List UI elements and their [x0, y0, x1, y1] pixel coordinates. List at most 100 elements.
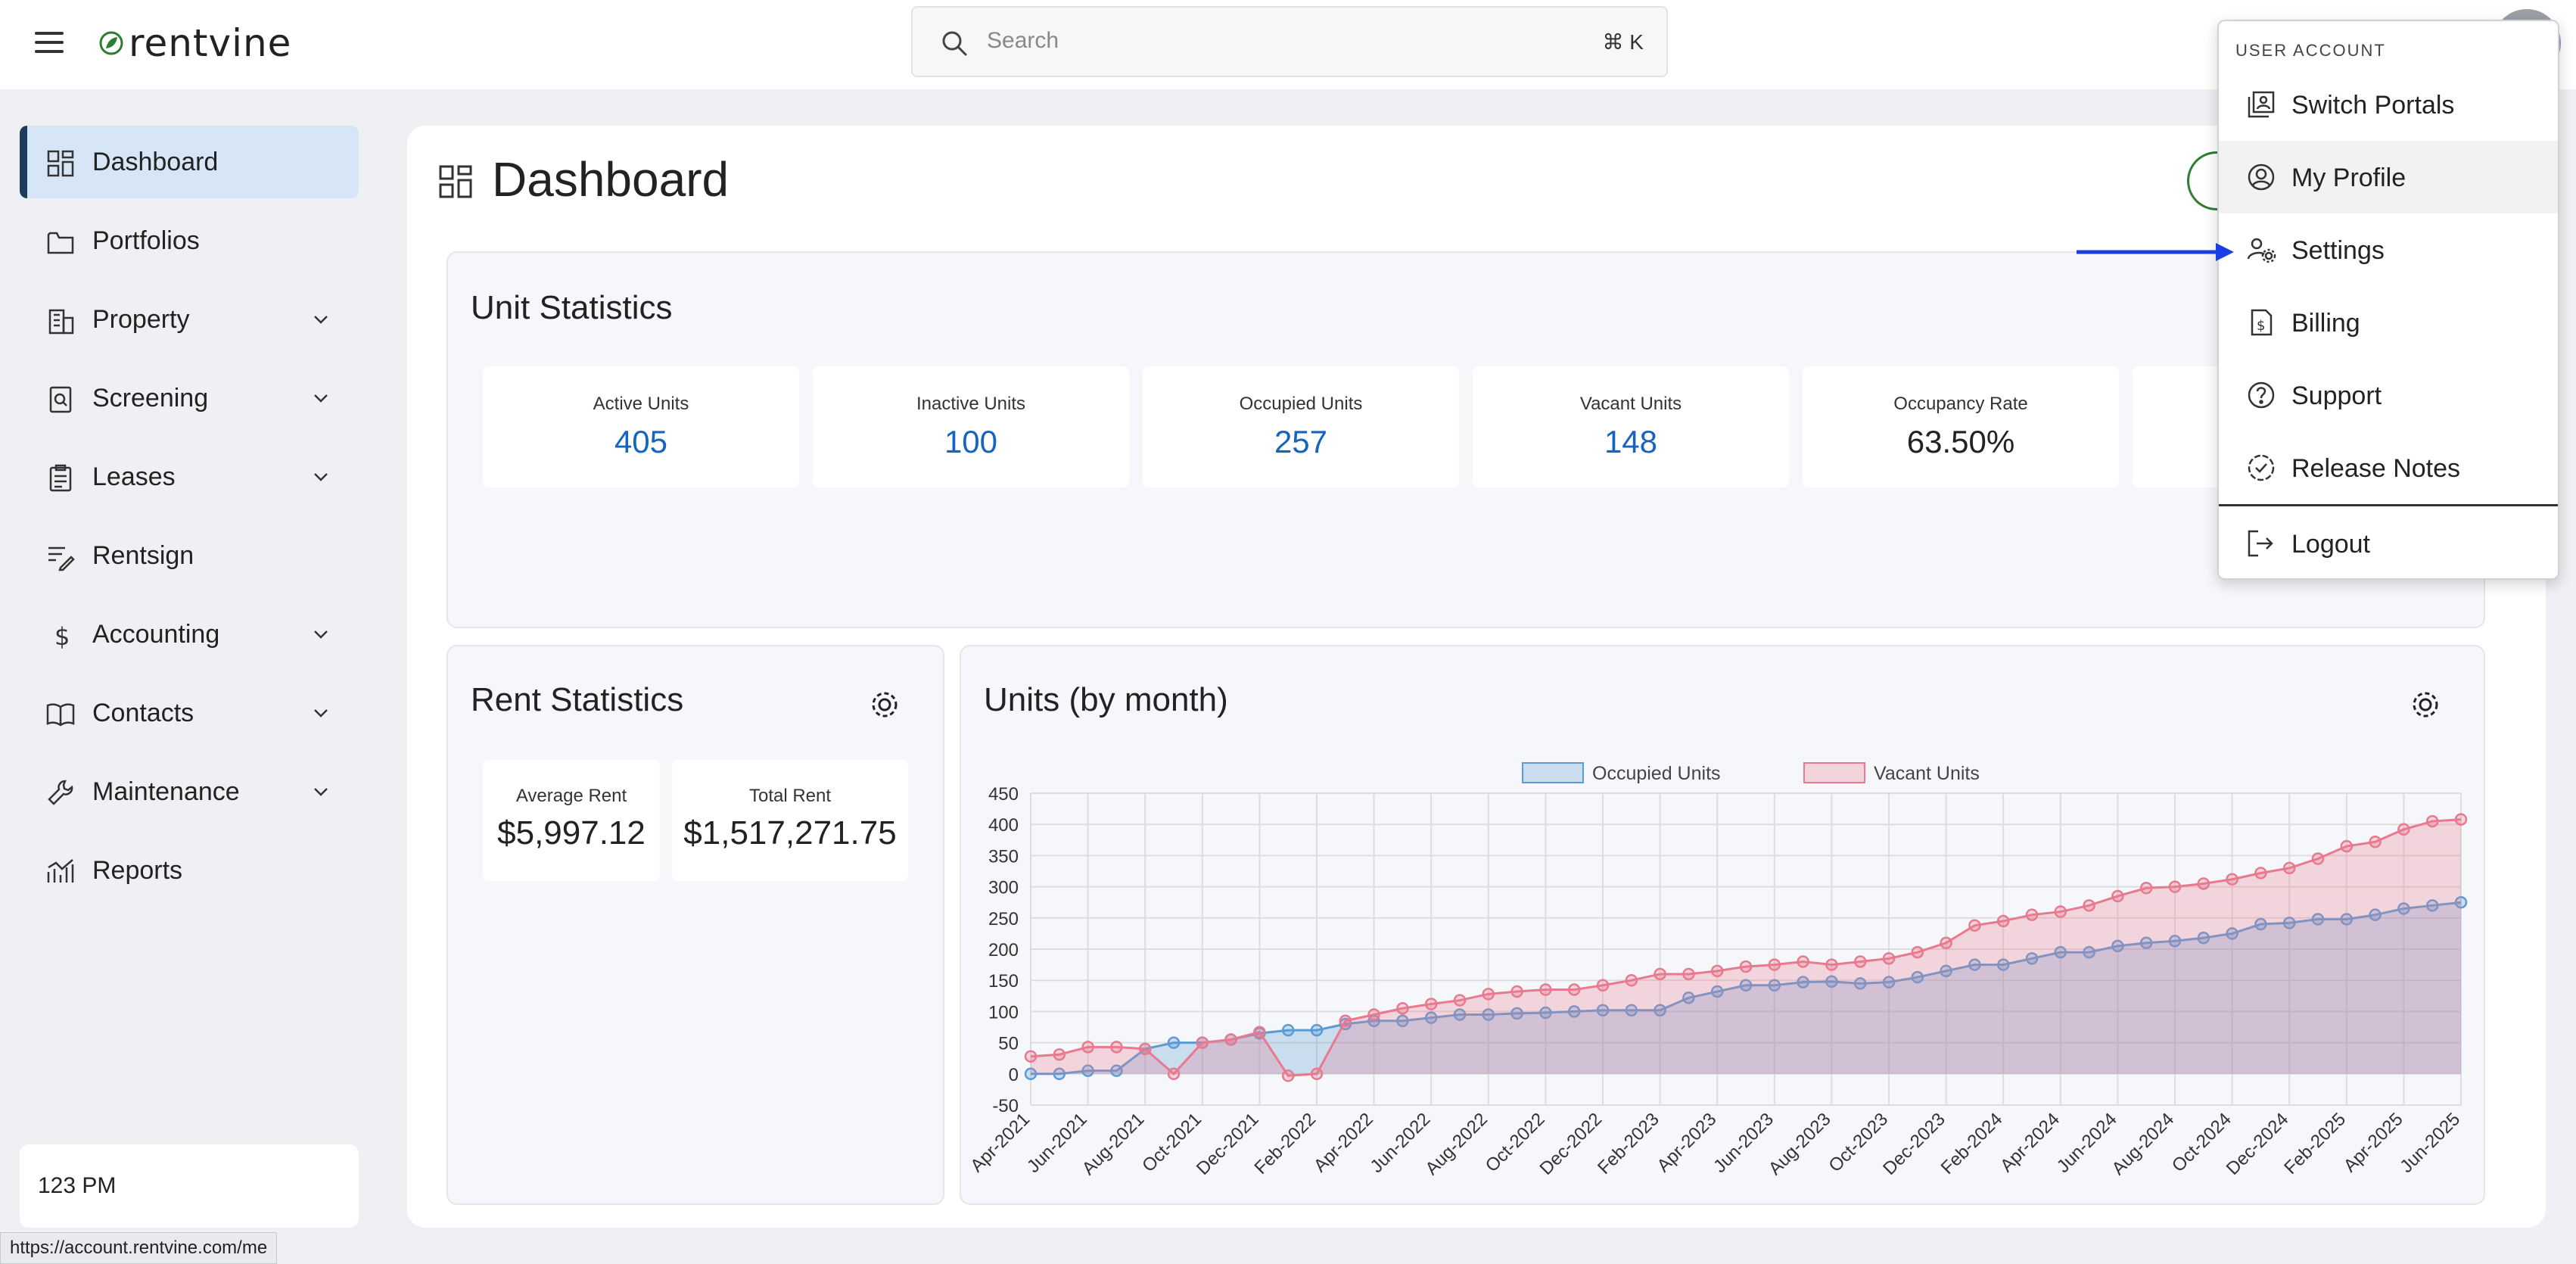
sidebar-item-label: Screening [92, 383, 209, 413]
data-point [1453, 1008, 1467, 1021]
sidebar-item-label: Dashboard [92, 147, 219, 176]
gear-icon[interactable] [867, 687, 902, 722]
data-point [1081, 1041, 1094, 1054]
sidebar-item-leases[interactable]: Leases [20, 441, 359, 513]
sidebar-item-accounting[interactable]: $ Accounting [20, 598, 359, 671]
sidebar-item-contacts[interactable]: Contacts [20, 677, 359, 749]
x-tick-label: Feb-2024 [1937, 1109, 2007, 1178]
data-point [1996, 958, 2010, 971]
data-point [2282, 861, 2296, 875]
sidebar-item-label: Portfolios [92, 226, 200, 255]
brand-logo[interactable]: rentvine [98, 17, 291, 70]
data-point [1110, 1064, 1123, 1077]
data-point [2311, 852, 2325, 865]
sidebar-item-portfolios[interactable]: Portfolios [20, 204, 359, 277]
rent-card-average: Average Rent $5,997.12 [483, 760, 660, 881]
menu-item-logout[interactable]: Logout [2219, 507, 2558, 580]
series-area-0 [1031, 902, 2461, 1074]
user-gear-icon [2247, 238, 2276, 263]
unit-statistics-title: Unit Statistics [471, 289, 673, 326]
y-tick-label: 50 [998, 1034, 1019, 1054]
menu-item-label: Release Notes [2291, 454, 2461, 483]
menu-item-label: Switch Portals [2291, 91, 2455, 120]
sidebar-item-rentsign[interactable]: Rentsign [20, 519, 359, 592]
chevron-down-icon [314, 709, 328, 718]
stat-card-vacant-units: Vacant Units 148 [1473, 366, 1789, 487]
data-point [1739, 979, 1753, 992]
x-tick-label: Aug-2024 [2108, 1109, 2179, 1179]
series-area-1 [1031, 819, 2461, 1076]
data-point [1253, 1026, 1266, 1038]
stat-card-inactive-units: Inactive Units 100 [813, 366, 1129, 487]
data-point [1940, 964, 1952, 978]
data-point [2025, 952, 2039, 965]
data-point [1482, 988, 1495, 1001]
data-point [1167, 1067, 1181, 1081]
hamburger-menu-icon[interactable] [33, 29, 67, 56]
menu-item-label: Settings [2291, 236, 2385, 265]
data-point [2226, 873, 2238, 886]
data-point [1911, 945, 1924, 959]
menu-item-label: Billing [2291, 309, 2360, 338]
units-chart-panel [960, 645, 2485, 1205]
x-tick-label: Aug-2023 [1765, 1109, 1835, 1179]
data-point [1138, 1042, 1152, 1056]
x-tick-label: Apr-2023 [1654, 1109, 1721, 1176]
x-tick-label: Apr-2021 [966, 1109, 1034, 1176]
x-tick-label: Jun-2025 [2396, 1109, 2464, 1177]
data-point [1167, 1036, 1181, 1049]
stat-value[interactable]: 405 [614, 424, 668, 459]
y-tick-label: 150 [988, 971, 1019, 992]
search-input[interactable]: Search ⌘ K [911, 6, 1668, 77]
menu-item-my-profile[interactable]: My Profile [2219, 141, 2558, 213]
menu-item-settings[interactable]: Settings [2219, 213, 2558, 286]
data-point [2226, 927, 2238, 940]
data-point [1739, 960, 1753, 973]
stat-value[interactable]: 100 [944, 424, 998, 459]
menu-item-label: Support [2291, 381, 2382, 410]
menu-item-billing[interactable]: $ Billing [2219, 286, 2558, 359]
header-action-button[interactable] [2187, 151, 2232, 210]
sidebar-item-property[interactable]: Property [20, 283, 359, 356]
data-point [1882, 976, 1896, 988]
brand-name: rentvine [129, 21, 292, 65]
stat-card-occupancy-rate: Occupancy Rate 63.50% [1803, 366, 2119, 487]
gear-icon[interactable] [2408, 687, 2443, 722]
data-point [1940, 936, 1952, 950]
data-point [1710, 964, 1724, 978]
data-point [2083, 899, 2095, 912]
svg-text:$: $ [2257, 318, 2265, 334]
sidebar-item-screening[interactable]: Screening [20, 362, 359, 434]
stat-label: Occupied Units [1239, 394, 1363, 414]
stat-card-partial [2133, 366, 2223, 487]
data-point [2254, 867, 2267, 880]
property-manager-selector[interactable]: 123 PM [20, 1144, 359, 1228]
menu-item-support[interactable]: Support [2219, 359, 2558, 431]
billing-doc-icon: $ [2251, 309, 2273, 336]
leaf-icon [99, 31, 123, 55]
sidebar-item-reports[interactable]: Reports [20, 834, 359, 907]
sidebar-item-maintenance[interactable]: Maintenance [20, 755, 359, 828]
data-point [1797, 976, 1809, 988]
x-tick-label: Dec-2024 [2223, 1109, 2293, 1179]
dashboard-grid-icon [47, 150, 74, 177]
data-point [2054, 945, 2067, 959]
logout-icon [2248, 530, 2273, 557]
data-point [1968, 958, 1981, 971]
stat-value[interactable]: 257 [1274, 424, 1328, 459]
data-point [1768, 958, 1781, 971]
series-line-0 [1031, 901, 2462, 1076]
data-point [2254, 917, 2267, 931]
stat-card-occupied-units: Occupied Units 257 [1143, 366, 1459, 487]
stat-label: Occupancy Rate [1893, 394, 2028, 414]
data-point [1911, 970, 1924, 984]
stat-value[interactable]: 148 [1604, 424, 1658, 459]
y-tick-label: 300 [988, 878, 1019, 898]
data-point [1853, 955, 1867, 968]
data-point [2340, 913, 2354, 926]
menu-item-release-notes[interactable]: Release Notes [2219, 431, 2558, 504]
data-point [1996, 914, 2010, 928]
stat-label: Vacant Units [1579, 394, 1682, 414]
menu-item-switch-portals[interactable]: Switch Portals [2219, 68, 2558, 141]
sidebar-item-dashboard[interactable]: Dashboard [20, 126, 359, 198]
